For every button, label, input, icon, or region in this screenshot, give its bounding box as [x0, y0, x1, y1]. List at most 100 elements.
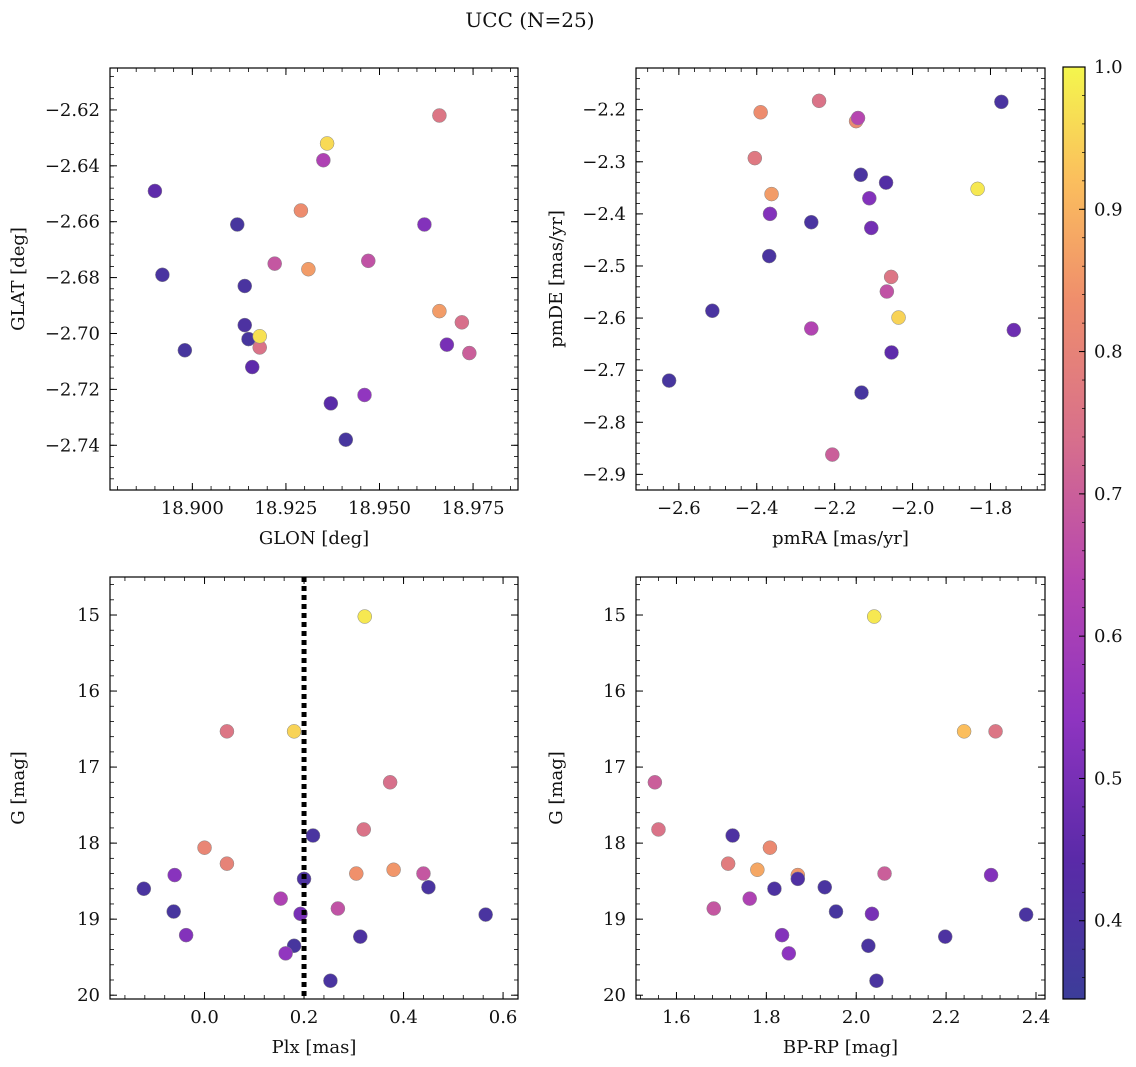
y-tick-label: 20	[77, 985, 100, 1006]
data-point	[988, 724, 1003, 739]
x-tick-label: 0.0	[190, 1007, 219, 1028]
x-axis-label: GLON [deg]	[259, 528, 369, 549]
y-tick-label: 20	[603, 985, 626, 1006]
data-point	[862, 190, 877, 206]
data-point	[237, 278, 253, 294]
data-point	[155, 267, 170, 283]
data-point	[956, 724, 972, 739]
colorbar-tick-label: 0.9	[1094, 199, 1123, 220]
data-point	[742, 891, 757, 906]
y-tick-label: −2.68	[45, 268, 100, 289]
data-point	[762, 840, 778, 855]
y-tick-label: 19	[603, 909, 626, 930]
data-point	[781, 946, 797, 961]
data-point	[705, 303, 720, 319]
data-point	[319, 136, 335, 151]
data-point	[937, 929, 953, 944]
data-point	[970, 181, 985, 197]
axes-frame	[109, 67, 519, 491]
colorbar: 0.4 0.5 0.6 0.7 0.8 0.9 1.0	[1062, 57, 1123, 1000]
axes-frame	[109, 576, 519, 1000]
data-point	[305, 828, 321, 843]
y-tick-label: −2.4	[582, 204, 626, 225]
data-point	[828, 904, 844, 919]
data-point	[790, 871, 806, 887]
data-point	[764, 186, 779, 202]
x-tick-label: −2.0	[891, 498, 935, 519]
y-tick-label: −2.70	[45, 323, 100, 344]
data-point	[1018, 907, 1034, 922]
x-tick-label: −2.6	[657, 498, 701, 519]
data-point	[439, 337, 455, 352]
data-point	[219, 724, 235, 739]
data-point	[864, 906, 880, 922]
data-point	[850, 110, 866, 126]
y-tick-label: 18	[77, 833, 100, 854]
data-point	[356, 822, 372, 837]
x-tick-label: 0.2	[290, 1007, 319, 1028]
data-point	[361, 253, 376, 269]
y-tick-label: −2.3	[582, 152, 626, 173]
y-tick-label: −2.2	[582, 100, 626, 121]
data-point	[747, 150, 763, 166]
colorbar-tick-label: 0.6	[1094, 626, 1123, 647]
data-point	[878, 175, 894, 190]
x-tick-label: −1.8	[969, 498, 1013, 519]
data-point	[421, 879, 436, 895]
data-point	[761, 248, 777, 264]
data-point	[647, 775, 663, 790]
x-tick-label: 18.975	[442, 498, 505, 519]
y-tick-label: −2.72	[45, 379, 100, 400]
y-tick-label: 19	[77, 909, 100, 930]
data-point	[357, 609, 373, 624]
data-point	[286, 724, 302, 739]
y-tick-label: 17	[77, 757, 100, 778]
y-tick-label: −2.64	[45, 156, 100, 177]
x-axis-label: Plx [mas]	[272, 1037, 357, 1058]
x-tick-label: 18.925	[254, 498, 317, 519]
x-tick-label: 0.4	[389, 1007, 418, 1028]
data-point	[301, 261, 316, 277]
data-point	[869, 973, 884, 989]
data-point	[197, 840, 212, 855]
colorbar-tick-label: 0.8	[1094, 342, 1123, 363]
data-point	[330, 901, 346, 916]
axes-frame	[635, 576, 1046, 1000]
x-tick-label: 2.0	[842, 1007, 871, 1028]
data-point	[167, 867, 182, 883]
data-point	[762, 206, 778, 222]
data-point	[864, 220, 879, 236]
data-point	[316, 152, 331, 168]
y-axis-label: pmDE [mas/yr]	[546, 210, 567, 348]
data-point	[853, 167, 869, 183]
colorbar-tick-label: 0.5	[1094, 768, 1123, 789]
data-point	[432, 108, 447, 123]
data-point	[252, 329, 267, 344]
y-tick-label: −2.62	[45, 100, 100, 121]
y-tick-label: 15	[77, 605, 100, 626]
data-point	[136, 881, 152, 896]
data-point	[725, 828, 740, 843]
data-point	[817, 879, 833, 895]
y-tick-label: −2.7	[582, 360, 626, 381]
x-axis-label: pmRA [mas/yr]	[772, 528, 909, 549]
data-point	[983, 867, 999, 883]
x-tick-label: −2.2	[813, 498, 857, 519]
data-point	[811, 93, 827, 109]
data-point	[804, 214, 819, 230]
data-point	[883, 269, 899, 285]
data-point	[720, 856, 736, 871]
x-tick-label: −2.4	[735, 498, 779, 519]
data-point	[382, 775, 398, 790]
y-tick-label: −2.8	[582, 412, 626, 433]
data-point	[706, 901, 722, 916]
data-point	[237, 317, 253, 333]
data-point	[462, 345, 477, 361]
data-point	[349, 866, 364, 881]
y-tick-label: 17	[603, 757, 626, 778]
data-point	[147, 183, 163, 199]
x-tick-label: 18.950	[348, 498, 411, 519]
data-point	[273, 891, 288, 906]
colorbar-tick-label: 0.7	[1094, 484, 1123, 505]
